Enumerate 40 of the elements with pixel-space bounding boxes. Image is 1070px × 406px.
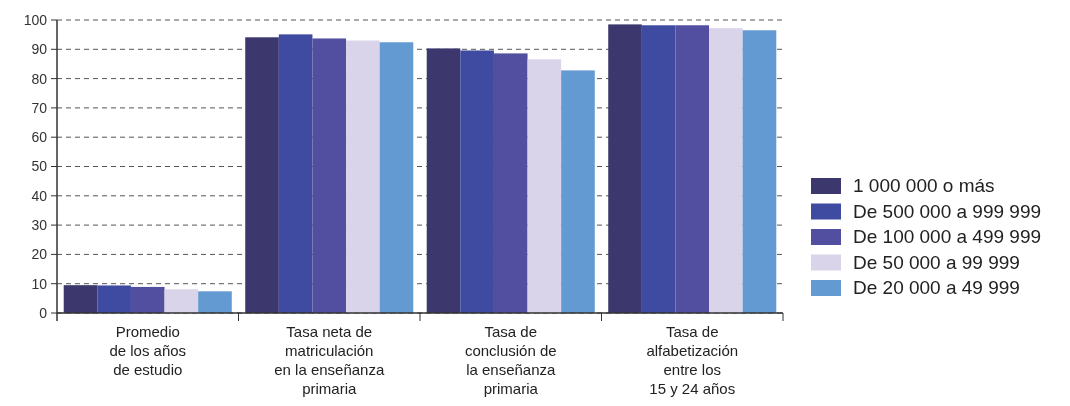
y-tick-label: 70 xyxy=(31,99,48,116)
y-tick-label: 0 xyxy=(39,304,48,321)
bar xyxy=(312,38,347,313)
y-tick-label: 10 xyxy=(31,275,48,292)
y-tick-label: 90 xyxy=(31,41,48,58)
bar xyxy=(493,53,528,313)
x-tick-label: Promedio de los años de estudio xyxy=(109,323,187,378)
x-tick-label: Tasa neta de matriculación en la enseñanza primaria xyxy=(274,323,385,397)
x-tick-label: Tasa de alfabetización entre los 15 y 24 años xyxy=(646,323,739,397)
bar xyxy=(641,25,676,313)
bar xyxy=(460,50,494,313)
y-tick-label: 80 xyxy=(31,70,48,87)
bar xyxy=(97,285,131,313)
legend-label: De 100 000 a 499 999 xyxy=(853,226,1042,247)
bar xyxy=(245,37,279,313)
y-tick-label: 20 xyxy=(31,246,48,263)
bar xyxy=(130,286,165,313)
bar xyxy=(278,34,313,313)
y-tick-label: 100 xyxy=(23,11,48,28)
bar xyxy=(709,28,743,313)
legend-label: De 500 000 a 999 999 xyxy=(853,200,1042,222)
bar xyxy=(379,42,414,313)
y-tick-label: 60 xyxy=(31,129,48,146)
y-tick-label: 30 xyxy=(31,217,48,233)
bar xyxy=(561,70,595,313)
bar xyxy=(527,59,562,313)
y-tick-label: 40 xyxy=(31,187,48,204)
legend-label: De 20 000 a 49 999 xyxy=(853,277,1020,298)
x-tick-label: Tasa de conclusión de la enseñanza primaria xyxy=(464,323,557,397)
bar xyxy=(426,48,461,313)
bar xyxy=(164,289,199,313)
bar xyxy=(63,285,98,313)
bar xyxy=(346,40,380,313)
bar xyxy=(675,25,710,313)
bar xyxy=(742,30,777,313)
bar xyxy=(198,291,232,313)
y-tick-label: 50 xyxy=(31,158,48,175)
legend-label: 1 000 000 o más xyxy=(853,175,995,196)
bar xyxy=(608,24,642,313)
legend-label: De 50 000 a 99 999 xyxy=(853,251,1020,273)
